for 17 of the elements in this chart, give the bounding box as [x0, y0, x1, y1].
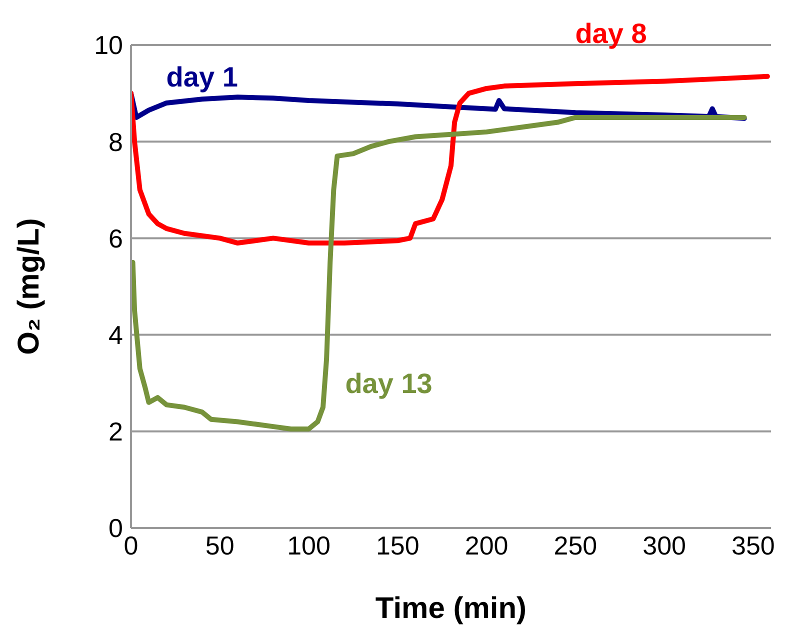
y-tick-label: 6: [108, 223, 123, 254]
series-label: day 13: [345, 368, 432, 400]
y-tick-label: 2: [108, 416, 123, 447]
x-tick-label: 250: [554, 530, 598, 560]
y-tick-label: 4: [108, 320, 123, 350]
x-tick-label: 350: [732, 530, 775, 560]
x-tick-label: 150: [376, 530, 420, 560]
series-label: day 8: [575, 18, 647, 49]
x-tick-label: 100: [287, 530, 330, 560]
x-tick-label: 50: [205, 530, 234, 560]
x-tick-label: 200: [464, 530, 508, 560]
series-label: day 1: [166, 61, 238, 92]
x-tick-label: 300: [642, 530, 686, 560]
x-axis-title: Time (min): [375, 592, 527, 625]
y-axis-title: O₂ (mg/L): [12, 218, 46, 355]
y-tick-label: 8: [108, 126, 123, 157]
y-tick-label: 10: [94, 30, 123, 60]
